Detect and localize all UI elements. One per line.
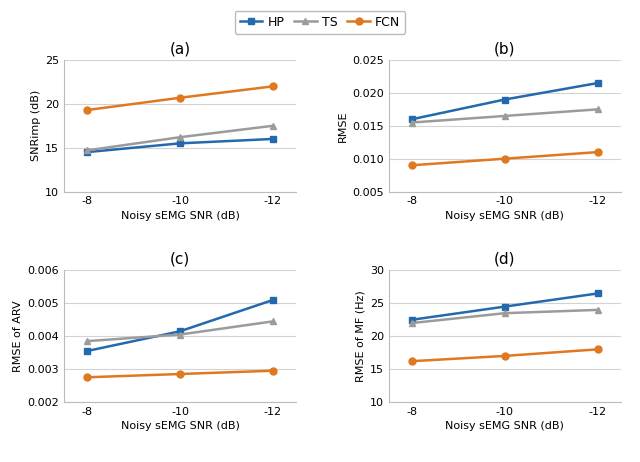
TS (594, 107, 602, 112)
TS (501, 113, 509, 119)
HP (83, 348, 91, 354)
Title: (d): (d) (494, 251, 516, 267)
Line: HP: HP (84, 135, 276, 156)
Title: (c): (c) (170, 251, 190, 267)
TS (176, 332, 184, 337)
TS (594, 307, 602, 313)
Line: TS: TS (84, 318, 276, 345)
Line: FCN: FCN (84, 83, 276, 114)
HP (269, 136, 276, 142)
HP (269, 297, 276, 303)
Legend: HP, TS, FCN: HP, TS, FCN (235, 11, 405, 34)
Line: TS: TS (408, 106, 601, 126)
Line: HP: HP (408, 290, 601, 323)
HP (176, 328, 184, 334)
Line: HP: HP (84, 297, 276, 354)
FCN (501, 156, 509, 161)
Title: (a): (a) (170, 41, 191, 56)
FCN (83, 375, 91, 380)
FCN (176, 371, 184, 377)
HP (501, 304, 509, 310)
TS (83, 147, 91, 153)
X-axis label: Noisy sEMG SNR (dB): Noisy sEMG SNR (dB) (445, 211, 564, 220)
FCN (269, 84, 276, 89)
TS (176, 134, 184, 140)
Y-axis label: RMSE: RMSE (338, 110, 348, 141)
Line: FCN: FCN (84, 367, 276, 381)
HP (408, 317, 416, 322)
Line: TS: TS (408, 306, 601, 327)
TS (501, 310, 509, 316)
TS (83, 338, 91, 344)
Title: (b): (b) (494, 41, 516, 56)
Y-axis label: RMSE of MF (Hz): RMSE of MF (Hz) (356, 290, 365, 382)
X-axis label: Noisy sEMG SNR (dB): Noisy sEMG SNR (dB) (445, 421, 564, 431)
TS (269, 123, 276, 128)
HP (594, 291, 602, 296)
HP (501, 97, 509, 102)
FCN (501, 353, 509, 359)
Line: TS: TS (84, 122, 276, 154)
Y-axis label: SNRimp (dB): SNRimp (dB) (31, 90, 41, 161)
FCN (83, 107, 91, 113)
Line: FCN: FCN (408, 346, 601, 365)
Line: HP: HP (408, 79, 601, 123)
FCN (176, 95, 184, 101)
TS (408, 120, 416, 125)
FCN (269, 368, 276, 373)
FCN (594, 149, 602, 155)
HP (594, 80, 602, 86)
X-axis label: Noisy sEMG SNR (dB): Noisy sEMG SNR (dB) (120, 421, 239, 431)
HP (408, 116, 416, 122)
X-axis label: Noisy sEMG SNR (dB): Noisy sEMG SNR (dB) (120, 211, 239, 220)
HP (83, 149, 91, 155)
TS (408, 320, 416, 326)
Y-axis label: RMSE of ARV: RMSE of ARV (13, 300, 23, 372)
HP (176, 140, 184, 146)
FCN (594, 346, 602, 352)
Line: FCN: FCN (408, 149, 601, 169)
FCN (408, 359, 416, 364)
TS (269, 319, 276, 324)
FCN (408, 163, 416, 168)
